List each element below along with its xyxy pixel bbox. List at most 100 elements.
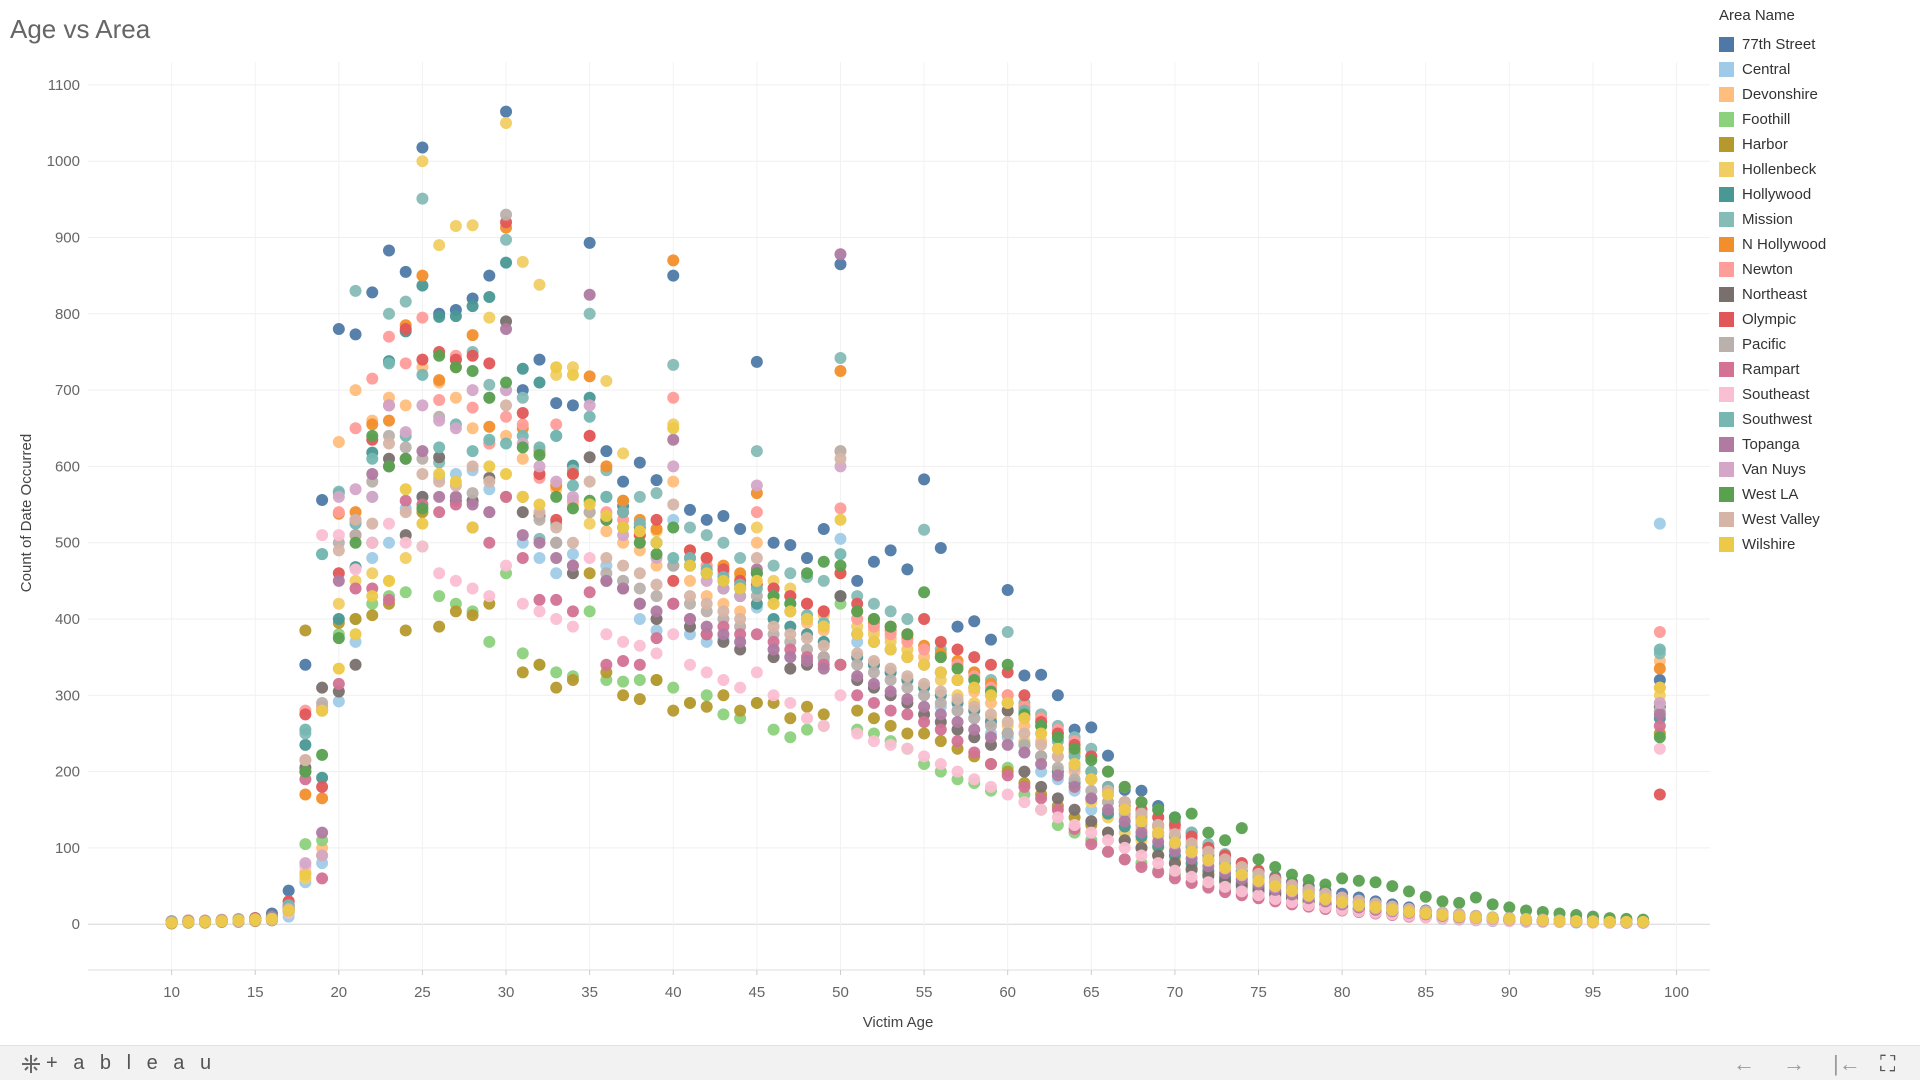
data-point[interactable] <box>700 567 713 580</box>
data-point[interactable] <box>1637 915 1650 928</box>
data-point[interactable] <box>784 628 797 641</box>
data-point[interactable] <box>1068 819 1081 832</box>
data-point[interactable] <box>1369 901 1382 914</box>
data-point[interactable] <box>433 349 446 362</box>
data-point[interactable] <box>951 716 964 729</box>
data-point[interactable] <box>951 704 964 717</box>
data-point[interactable] <box>851 574 864 587</box>
legend-item[interactable]: Rampart <box>1719 357 1909 382</box>
data-point[interactable] <box>667 551 680 564</box>
data-point[interactable] <box>918 658 931 671</box>
data-point[interactable] <box>683 613 696 626</box>
data-point[interactable] <box>934 723 947 736</box>
data-point[interactable] <box>533 605 546 618</box>
data-point[interactable] <box>1035 738 1048 751</box>
data-point[interactable] <box>650 474 663 487</box>
data-point[interactable] <box>901 563 914 576</box>
data-point[interactable] <box>918 586 931 599</box>
data-point[interactable] <box>583 586 596 599</box>
data-point[interactable] <box>332 662 345 675</box>
data-point[interactable] <box>500 256 513 269</box>
data-point[interactable] <box>583 236 596 249</box>
data-point[interactable] <box>550 593 563 606</box>
data-point[interactable] <box>1219 834 1232 847</box>
data-point[interactable] <box>617 506 630 519</box>
data-point[interactable] <box>466 349 479 362</box>
data-point[interactable] <box>1520 904 1533 917</box>
data-point[interactable] <box>867 735 880 748</box>
data-point[interactable] <box>1486 898 1499 911</box>
data-point[interactable] <box>399 494 412 507</box>
data-point[interactable] <box>1202 845 1215 858</box>
data-point[interactable] <box>466 582 479 595</box>
data-point[interactable] <box>700 529 713 542</box>
data-point[interactable] <box>449 574 462 587</box>
data-point[interactable] <box>299 838 312 851</box>
data-point[interactable] <box>382 593 395 606</box>
data-point[interactable] <box>382 517 395 530</box>
data-point[interactable] <box>867 555 880 568</box>
data-point[interactable] <box>416 399 429 412</box>
data-point[interactable] <box>332 574 345 587</box>
data-point[interactable] <box>617 654 630 667</box>
data-point[interactable] <box>901 628 914 641</box>
data-point[interactable] <box>349 582 362 595</box>
data-point[interactable] <box>416 141 429 154</box>
data-point[interactable] <box>834 452 847 465</box>
data-point[interactable] <box>516 647 529 660</box>
data-point[interactable] <box>683 503 696 516</box>
data-point[interactable] <box>416 269 429 282</box>
data-point[interactable] <box>1269 880 1282 893</box>
data-point[interactable] <box>500 410 513 423</box>
data-point[interactable] <box>901 613 914 626</box>
data-point[interactable] <box>901 670 914 683</box>
data-point[interactable] <box>533 460 546 473</box>
data-point[interactable] <box>500 323 513 336</box>
data-point[interactable] <box>500 208 513 221</box>
data-point[interactable] <box>867 613 880 626</box>
data-point[interactable] <box>566 368 579 381</box>
legend-item[interactable]: 77th Street <box>1719 32 1909 57</box>
data-point[interactable] <box>1118 803 1131 816</box>
data-point[interactable] <box>416 445 429 458</box>
data-point[interactable] <box>951 765 964 778</box>
data-point[interactable] <box>884 704 897 717</box>
data-point[interactable] <box>918 643 931 656</box>
data-point[interactable] <box>299 658 312 671</box>
data-point[interactable] <box>382 244 395 257</box>
data-point[interactable] <box>349 284 362 297</box>
data-point[interactable] <box>617 521 630 534</box>
data-point[interactable] <box>483 536 496 549</box>
data-point[interactable] <box>817 555 830 568</box>
data-point[interactable] <box>533 353 546 366</box>
data-point[interactable] <box>984 658 997 671</box>
data-point[interactable] <box>734 635 747 648</box>
data-point[interactable] <box>884 738 897 751</box>
data-point[interactable] <box>483 460 496 473</box>
data-point[interactable] <box>1001 696 1014 709</box>
data-point[interactable] <box>349 483 362 496</box>
data-point[interactable] <box>249 913 262 926</box>
data-point[interactable] <box>1486 912 1499 925</box>
data-point[interactable] <box>500 105 513 118</box>
data-point[interactable] <box>834 502 847 515</box>
data-point[interactable] <box>1653 742 1666 755</box>
data-point[interactable] <box>901 681 914 694</box>
data-point[interactable] <box>516 490 529 503</box>
data-point[interactable] <box>1285 868 1298 881</box>
data-point[interactable] <box>1653 517 1666 530</box>
data-point[interactable] <box>650 522 663 535</box>
data-point[interactable] <box>617 475 630 488</box>
data-point[interactable] <box>1051 811 1064 824</box>
data-point[interactable] <box>416 502 429 515</box>
data-point[interactable] <box>416 468 429 481</box>
data-point[interactable] <box>1152 803 1165 816</box>
data-point[interactable] <box>683 521 696 534</box>
data-point[interactable] <box>1085 721 1098 734</box>
data-point[interactable] <box>1653 788 1666 801</box>
data-point[interactable] <box>617 635 630 648</box>
data-point[interactable] <box>366 372 379 385</box>
data-point[interactable] <box>583 551 596 564</box>
data-point[interactable] <box>399 357 412 370</box>
data-point[interactable] <box>449 490 462 503</box>
